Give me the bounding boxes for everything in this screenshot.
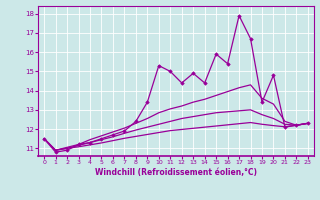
X-axis label: Windchill (Refroidissement éolien,°C): Windchill (Refroidissement éolien,°C) bbox=[95, 168, 257, 177]
